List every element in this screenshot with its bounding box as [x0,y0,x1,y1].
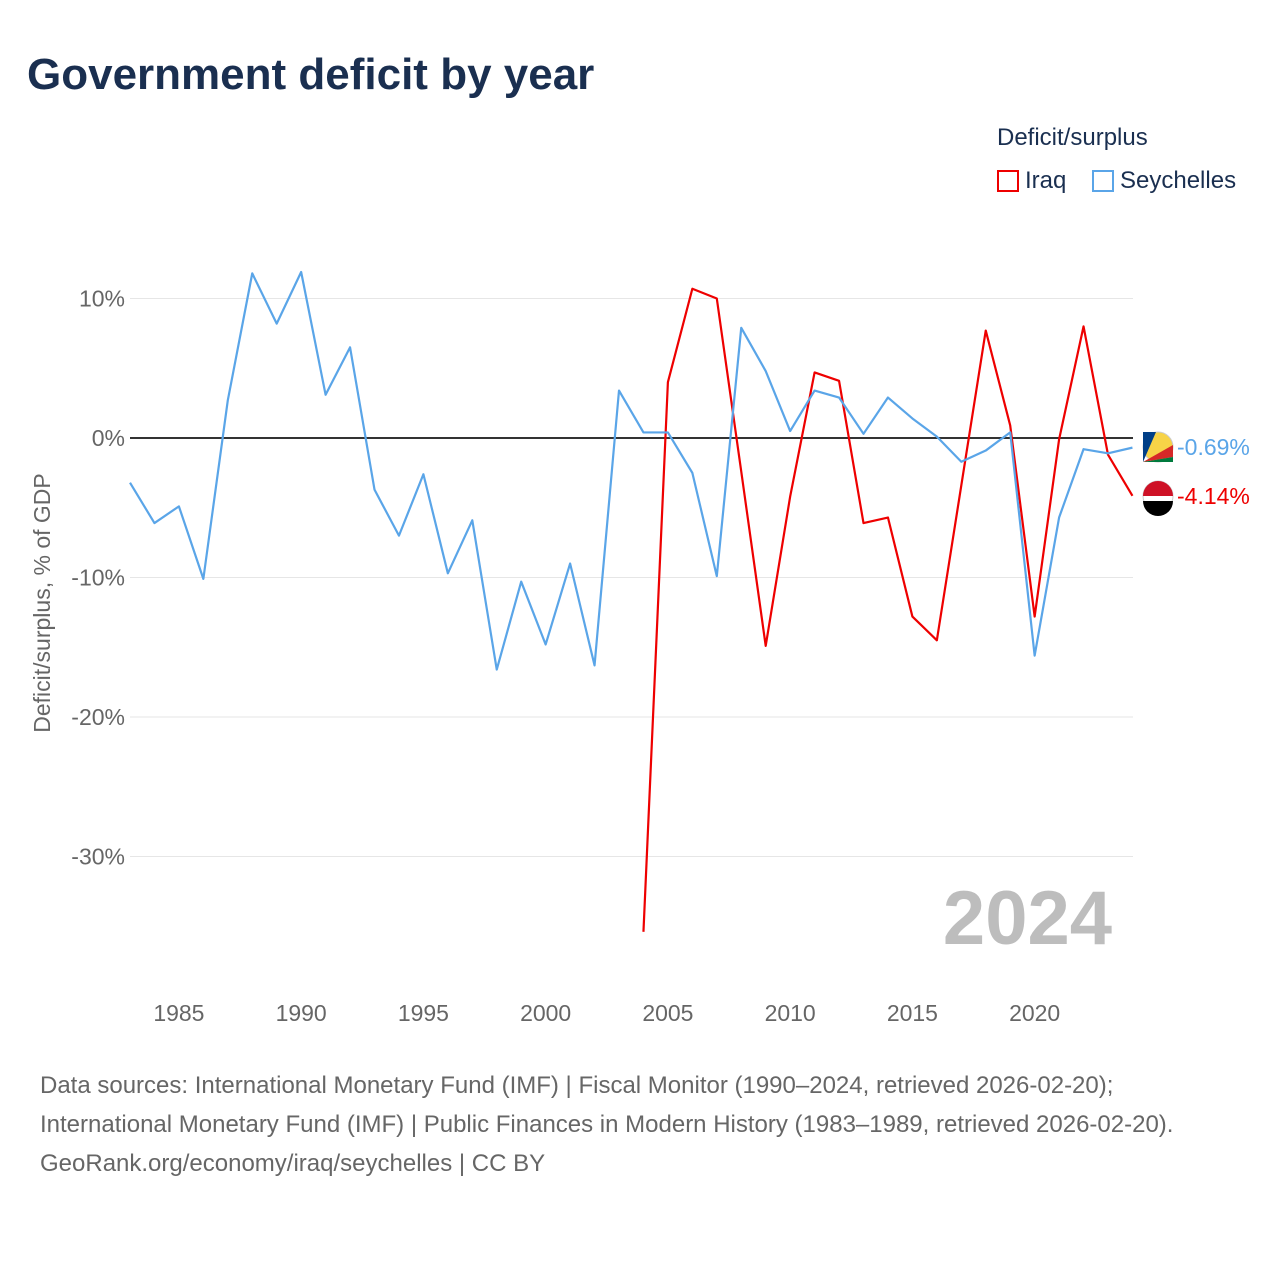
end-value-label: -4.14% [1177,483,1250,509]
y-tick-label: -20% [71,704,125,730]
legend-label: Seychelles [1120,167,1237,194]
legend-item-seychelles[interactable]: Seychelles [1092,167,1236,195]
flag-stripe [1143,432,1156,462]
y-tick-label: 0% [92,425,125,451]
chart-title: Government deficit by year [27,50,595,99]
y-axis-label: Deficit/surplus, % of GDP [29,473,55,732]
y-tick-label: 10% [79,286,125,312]
legend-swatch [1092,170,1114,192]
year-watermark: 2024 [943,876,1112,961]
data-sources: Data sources: International Monetary Fun… [40,1072,1174,1138]
x-tick-label: 2000 [520,1000,571,1026]
sources-footer: Data sources: International Monetary Fun… [40,1066,1240,1183]
x-tick-label: 2005 [642,1000,693,1026]
x-tick-label: 1990 [276,1000,327,1026]
flag-stripe [1143,457,1173,462]
legend-title: Deficit/surplus [997,124,1148,151]
flag-stripe [1143,445,1173,462]
series-line-seychelles [129,270,1133,671]
line-chart: 10% 0% -10% -20% -30% 1985 1990 1995 2000 2005 201… [29,270,1250,1026]
flag-stripe [1143,501,1173,516]
x-tick-label: 2020 [1009,1000,1060,1026]
attribution-link[interactable]: GeoRank.org/economy/iraq/seychelles | CC… [40,1150,546,1177]
series-line-iraq [642,287,1134,932]
flag-stripe [1143,481,1173,496]
y-tick-label: -30% [71,844,125,870]
end-value-label: -0.69% [1177,434,1250,460]
legend-label: Iraq [1025,167,1067,194]
legend-item-iraq[interactable]: Iraq [997,167,1066,195]
x-tick-label: 2015 [887,1000,938,1026]
x-tick-label: 1995 [398,1000,449,1026]
legend-swatch [997,170,1019,192]
x-tick-label: 2010 [765,1000,816,1026]
x-tick-label: 1985 [153,1000,204,1026]
y-tick-label: -10% [71,565,125,591]
